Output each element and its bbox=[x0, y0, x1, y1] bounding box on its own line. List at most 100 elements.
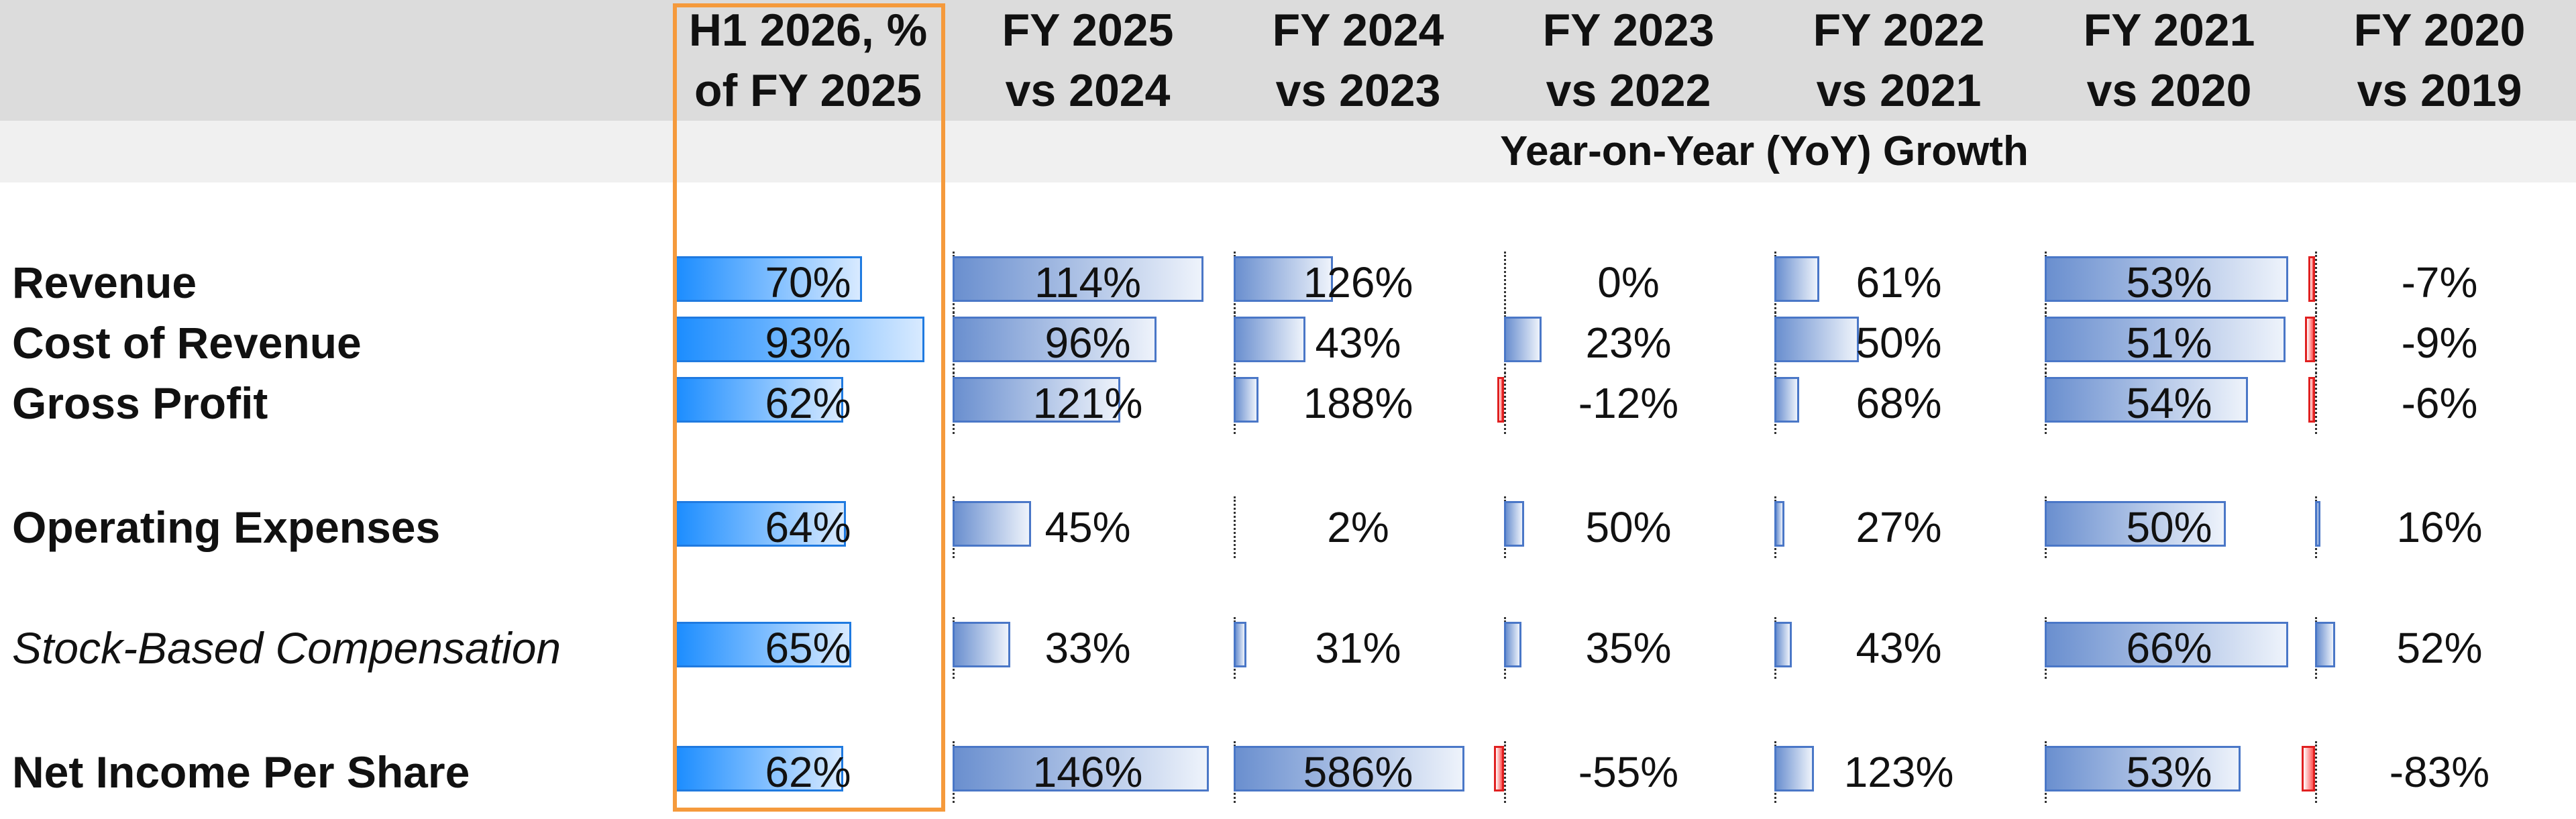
table-cell[interactable]: -83% bbox=[2302, 741, 2575, 803]
cell-value: 61% bbox=[1856, 258, 1942, 307]
data-bar bbox=[1497, 377, 1504, 423]
zero-axis bbox=[2315, 312, 2317, 374]
table-cell[interactable]: 51% bbox=[2034, 312, 2304, 374]
table-cell[interactable]: 62% bbox=[673, 372, 943, 434]
zero-axis bbox=[2315, 252, 2317, 313]
table-cell[interactable]: -9% bbox=[2304, 312, 2575, 374]
table-cell[interactable]: 70% bbox=[673, 252, 943, 313]
cell-value: 23% bbox=[1585, 319, 1672, 367]
column-header-fy2024[interactable]: FY 2024 vs 2023 bbox=[1223, 0, 1493, 121]
zero-axis bbox=[1234, 496, 1236, 558]
table-cell[interactable]: 35% bbox=[1493, 617, 1764, 679]
table-cell[interactable]: 123% bbox=[1764, 741, 2034, 803]
row-label: Operating Expenses bbox=[12, 502, 441, 552]
cell-value: -7% bbox=[2401, 258, 2478, 307]
column-header-fy2023[interactable]: FY 2023 vs 2022 bbox=[1493, 0, 1764, 121]
table-cell[interactable]: 0% bbox=[1493, 252, 1764, 313]
cell-value: 123% bbox=[1843, 748, 1954, 796]
table-cell[interactable]: 188% bbox=[1223, 372, 1493, 434]
table-cell[interactable]: 586% bbox=[1223, 741, 1493, 803]
cell-value: 53% bbox=[2126, 258, 2212, 307]
cell-value: -55% bbox=[1578, 748, 1679, 796]
column-header-line2: vs 2023 bbox=[1275, 65, 1441, 116]
data-bar bbox=[673, 377, 843, 423]
table-cell[interactable]: 23% bbox=[1493, 312, 1764, 374]
yoy-growth-label: Year-on-Year (YoY) Growth bbox=[1500, 128, 2029, 174]
table-cell[interactable]: 43% bbox=[1764, 617, 2034, 679]
data-bar bbox=[2045, 256, 2288, 302]
table-cell[interactable]: 50% bbox=[1493, 496, 1764, 558]
table-cell[interactable]: 93% bbox=[673, 312, 943, 374]
data-bar bbox=[1234, 622, 1246, 667]
data-bar bbox=[2315, 501, 2320, 547]
column-header-line2: vs 2019 bbox=[2357, 65, 2522, 116]
table-cell[interactable]: 27% bbox=[1764, 496, 2034, 558]
data-bar bbox=[1774, 377, 1799, 423]
table-cell[interactable]: 61% bbox=[1764, 252, 2034, 313]
table-cell[interactable]: 96% bbox=[953, 312, 1223, 374]
cell-value: 93% bbox=[765, 319, 851, 367]
cell-value: 70% bbox=[765, 258, 851, 307]
data-bar bbox=[1504, 622, 1521, 667]
table-cell[interactable]: 54% bbox=[2034, 372, 2304, 434]
cell-value: 0% bbox=[1597, 258, 1660, 307]
zero-axis bbox=[1504, 372, 1506, 434]
cell-value: -9% bbox=[2401, 319, 2478, 367]
table-cell[interactable]: 16% bbox=[2304, 496, 2575, 558]
cell-value: 68% bbox=[1856, 379, 1942, 427]
data-bar bbox=[1494, 746, 1504, 791]
data-bar bbox=[2308, 256, 2315, 302]
column-header-fy2021[interactable]: FY 2021 vs 2020 bbox=[2034, 0, 2304, 121]
table-cell[interactable]: 43% bbox=[1223, 312, 1493, 374]
table-cell[interactable]: -12% bbox=[1493, 372, 1764, 434]
column-header-h1-2026[interactable]: H1 2026, % of FY 2025 bbox=[673, 0, 943, 121]
table-cell[interactable]: 50% bbox=[1764, 312, 2034, 374]
table-cell[interactable]: 2% bbox=[1223, 496, 1493, 558]
data-bar bbox=[1504, 501, 1524, 547]
column-header-fy2025[interactable]: FY 2025 vs 2024 bbox=[953, 0, 1223, 121]
data-bar bbox=[2045, 501, 2226, 547]
table-cell[interactable]: -6% bbox=[2304, 372, 2575, 434]
table-cell[interactable]: 31% bbox=[1223, 617, 1493, 679]
table-cell[interactable]: 146% bbox=[953, 741, 1223, 803]
table-cell[interactable]: 65% bbox=[673, 617, 943, 679]
table-cell[interactable]: 45% bbox=[953, 496, 1223, 558]
table-cell[interactable]: 52% bbox=[2304, 617, 2575, 679]
column-header-fy2022[interactable]: FY 2022 vs 2021 bbox=[1764, 0, 2034, 121]
cell-value: 54% bbox=[2126, 379, 2212, 427]
data-bar bbox=[673, 317, 924, 362]
table-cell[interactable]: -7% bbox=[2304, 252, 2575, 313]
data-bar bbox=[953, 256, 1204, 302]
table-cell[interactable]: 66% bbox=[2034, 617, 2304, 679]
table-cell[interactable]: 64% bbox=[673, 496, 943, 558]
table-cell[interactable]: 33% bbox=[953, 617, 1223, 679]
data-bar bbox=[2045, 377, 2249, 423]
data-bar bbox=[953, 622, 1010, 667]
data-bar bbox=[1774, 317, 1859, 362]
data-bar bbox=[953, 317, 1157, 362]
column-header-line1: FY 2023 bbox=[1542, 5, 1715, 56]
table-cell[interactable]: 68% bbox=[1764, 372, 2034, 434]
table-cell[interactable]: 53% bbox=[2034, 252, 2304, 313]
column-header-line1: FY 2025 bbox=[1002, 5, 1174, 56]
data-bar bbox=[673, 746, 843, 791]
table-cell[interactable]: 121% bbox=[953, 372, 1223, 434]
data-bar bbox=[2045, 317, 2286, 362]
table-cell[interactable]: 62% bbox=[673, 741, 943, 803]
table-cell[interactable]: 53% bbox=[2034, 741, 2304, 803]
cell-value: 50% bbox=[1856, 319, 1942, 367]
cell-value: 62% bbox=[765, 379, 851, 427]
zero-axis bbox=[2315, 741, 2317, 803]
table-cell[interactable]: 126% bbox=[1223, 252, 1493, 313]
cell-value: 33% bbox=[1044, 624, 1131, 672]
table-cell[interactable]: -55% bbox=[1493, 741, 1764, 803]
cell-value: 65% bbox=[765, 624, 851, 672]
data-bar bbox=[1234, 377, 1258, 423]
data-bar bbox=[1504, 317, 1542, 362]
column-header-fy2020[interactable]: FY 2020 vs 2019 bbox=[2304, 0, 2575, 121]
data-bar bbox=[1774, 501, 1784, 547]
table-cell[interactable]: 50% bbox=[2034, 496, 2304, 558]
data-bar bbox=[953, 746, 1210, 791]
data-bar bbox=[1774, 746, 1815, 791]
table-cell[interactable]: 114% bbox=[953, 252, 1223, 313]
